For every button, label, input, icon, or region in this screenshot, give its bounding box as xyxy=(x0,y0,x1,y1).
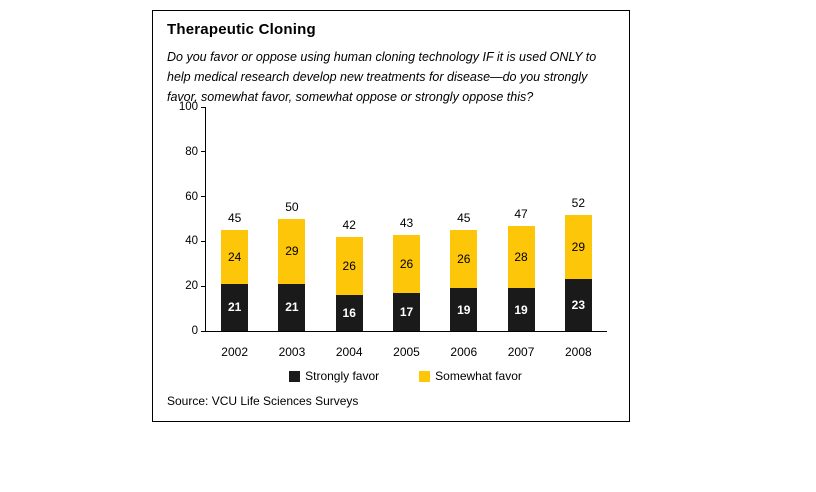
bar-segment-somewhat-favor-2005: 26 xyxy=(393,234,420,293)
x-axis-label: 2002 xyxy=(221,345,248,359)
bar-total-label: 47 xyxy=(514,206,528,221)
legend-swatch-somewhat-favor xyxy=(419,370,431,382)
y-axis-tick-label: 80 xyxy=(185,145,198,158)
bar-chart-plot-area: 0 20 40 60 80 100 21 24 45 2002 21 29 50 2003 16 26 42 20… xyxy=(179,101,607,359)
y-axis-tick-label: 0 xyxy=(191,325,198,337)
bar-segment-strongly-favor-2003: 21 xyxy=(278,283,306,331)
bar-total-label: 45 xyxy=(227,211,242,226)
y-axis-tick xyxy=(201,330,206,332)
chart-subtitle: Do you favor or oppose using human cloni… xyxy=(167,50,597,104)
chart-card: Therapeutic Cloning Do you favor or oppo… xyxy=(152,10,630,422)
legend-swatch-strongly-favor xyxy=(289,370,301,382)
y-axis-tick xyxy=(201,106,206,108)
bar-total-label: 52 xyxy=(571,195,586,210)
bar-segment-somewhat-favor-2002: 24 xyxy=(221,230,249,284)
bar-total-label: 50 xyxy=(285,200,299,214)
bar-segment-strongly-favor-2005: 17 xyxy=(393,292,420,331)
legend-item-strongly-favor: Strongly favor xyxy=(289,369,379,383)
y-axis-tick-label: 40 xyxy=(185,235,198,248)
bar-segment-strongly-favor-2002: 21 xyxy=(221,283,249,331)
x-axis-label: 2004 xyxy=(335,345,363,359)
bar-segment-somewhat-favor-2003: 29 xyxy=(278,219,306,284)
bar-total-label: 42 xyxy=(342,217,356,232)
y-axis-tick-label: 60 xyxy=(185,190,198,203)
bar-total-label: 45 xyxy=(457,211,471,226)
bar-segment-somewhat-favor-2008: 29 xyxy=(564,214,592,280)
chart-title: Therapeutic Cloning xyxy=(167,21,316,38)
bar-segment-strongly-favor-2007: 19 xyxy=(507,288,535,331)
legend-item-somewhat-favor: Somewhat favor xyxy=(419,369,522,383)
x-axis-label: 2003 xyxy=(278,345,306,359)
x-axis-label: 2008 xyxy=(564,345,592,359)
chart-legend: Strongly favor Somewhat favor xyxy=(205,369,606,383)
bar-segment-strongly-favor-2006: 19 xyxy=(450,288,478,331)
x-axis-label: 2007 xyxy=(507,345,535,359)
x-axis-label: 2005 xyxy=(393,345,420,359)
x-axis-label: 2006 xyxy=(450,345,478,359)
legend-label-strongly-favor: Strongly favor xyxy=(305,369,380,383)
bar-total-label: 43 xyxy=(399,215,414,230)
y-axis-tick xyxy=(201,196,206,198)
y-axis-tick-label: 100 xyxy=(178,101,198,113)
bar-segment-somewhat-favor-2007: 28 xyxy=(507,225,535,289)
y-axis-tick xyxy=(201,240,206,242)
y-axis-tick-label: 20 xyxy=(185,280,198,293)
legend-label-somewhat-favor: Somewhat favor xyxy=(435,369,522,383)
bar-segment-somewhat-favor-2004: 26 xyxy=(335,236,363,296)
source-text: Source: VCU Life Sciences Surveys xyxy=(167,394,359,408)
bar-segment-strongly-favor-2008: 23 xyxy=(564,279,592,331)
y-axis-tick xyxy=(201,151,206,153)
y-axis-tick xyxy=(201,285,206,287)
bar-segment-somewhat-favor-2006: 26 xyxy=(450,230,478,289)
bar-segment-strongly-favor-2004: 16 xyxy=(335,295,363,331)
